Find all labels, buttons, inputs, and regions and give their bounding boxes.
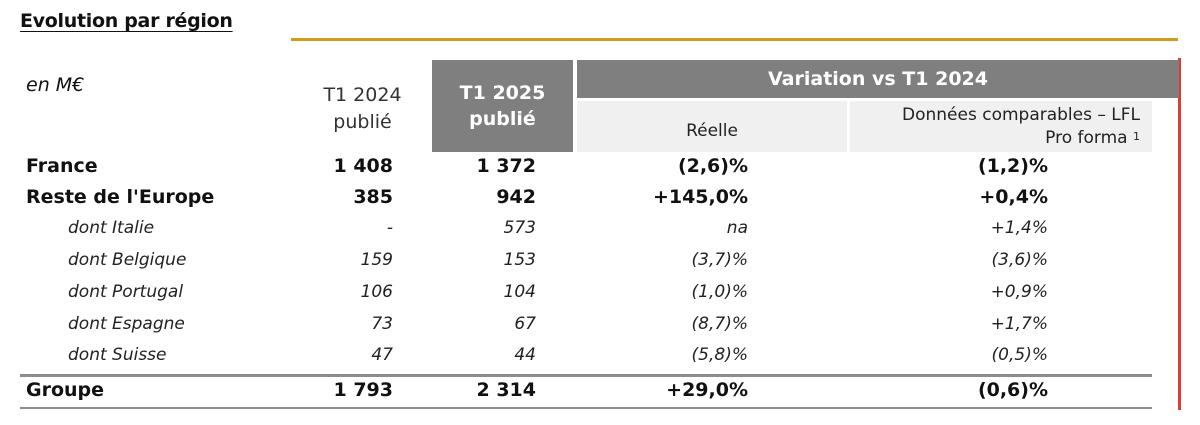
- cell-lfl: +0,9%: [990, 282, 1048, 302]
- cell-t1-2024: 73: [371, 314, 393, 334]
- total-rule-bottom: [20, 407, 1152, 409]
- cell-t1-2024: -: [386, 218, 393, 238]
- header-reelle: Réelle: [577, 101, 847, 152]
- header-lfl-line1: Données comparables – LFL: [902, 105, 1140, 125]
- header-t1-2025-line1: T1 2025: [459, 82, 546, 104]
- table-row: dont Portugal 106 104 (1,0)% +0,9%: [0, 282, 1200, 313]
- footnote-marker: 1: [1133, 130, 1140, 143]
- header-t1-2024: T1 2024 publié: [290, 82, 435, 136]
- table-row: Reste de l'Europe 385 942 +145,0% +0,4%: [0, 186, 1200, 217]
- table-row: dont Belgique 159 153 (3,7)% (3,6)%: [0, 250, 1200, 281]
- cell-t1-2024: 159: [360, 250, 393, 270]
- header-t1-2024-line1: T1 2024: [323, 84, 402, 106]
- row-name: dont Belgique: [68, 250, 187, 270]
- header-t1-2025-line2: publié: [469, 108, 536, 130]
- total-rule-top: [20, 374, 1152, 377]
- cell-reelle: (2,6)%: [677, 155, 748, 177]
- header-reelle-label: Réelle: [686, 120, 738, 141]
- row-name: dont Portugal: [68, 282, 184, 302]
- cell-t1-2024: 47: [371, 345, 393, 365]
- cell-lfl: (0,5)%: [991, 345, 1048, 365]
- header-lfl: Données comparables – LFL Pro forma 1: [850, 101, 1152, 152]
- page-title: Evolution par région: [20, 10, 233, 32]
- row-name: dont Espagne: [68, 314, 185, 334]
- cell-lfl: (3,6)%: [991, 250, 1048, 270]
- cell-t1-2025: 1 372: [476, 155, 537, 177]
- cell-t1-2024: 1 793: [333, 379, 394, 401]
- cell-reelle: +145,0%: [652, 186, 748, 208]
- header-lfl-line2-text: Pro forma: [1045, 128, 1128, 148]
- right-accent-bar: [1178, 58, 1181, 410]
- row-name: Groupe: [26, 379, 105, 401]
- cell-t1-2025: 44: [514, 345, 536, 365]
- cell-lfl: +1,4%: [990, 218, 1048, 238]
- row-name: dont Suisse: [68, 345, 167, 365]
- cell-lfl: (1,2)%: [977, 155, 1048, 177]
- table-row: France 1 408 1 372 (2,6)% (1,2)%: [0, 155, 1200, 186]
- cell-t1-2025: 2 314: [476, 379, 537, 401]
- cell-t1-2025: 942: [496, 186, 536, 208]
- cell-t1-2024: 1 408: [333, 155, 394, 177]
- cell-lfl: +0,4%: [979, 186, 1048, 208]
- table-row: dont Espagne 73 67 (8,7)% +1,7%: [0, 314, 1200, 345]
- cell-t1-2025: 573: [503, 218, 536, 238]
- cell-reelle: (8,7)%: [691, 314, 748, 334]
- table-row: Groupe 1 793 2 314 +29,0% (0,6)%: [0, 379, 1200, 410]
- cell-lfl: (0,6)%: [977, 379, 1048, 401]
- cell-reelle: na: [726, 218, 748, 238]
- title-rule: [291, 38, 1178, 41]
- header-t1-2024-line2: publié: [333, 111, 392, 133]
- row-name: dont Italie: [68, 218, 155, 238]
- unit-label: en M€: [26, 74, 85, 96]
- cell-t1-2025: 153: [503, 250, 536, 270]
- row-name: France: [26, 155, 98, 177]
- cell-reelle: (5,8)%: [691, 345, 748, 365]
- cell-t1-2024: 106: [360, 282, 393, 302]
- table-row: dont Suisse 47 44 (5,8)% (0,5)%: [0, 345, 1200, 376]
- cell-t1-2025: 67: [514, 314, 536, 334]
- cell-t1-2024: 385: [353, 186, 393, 208]
- table-row: dont Italie - 573 na +1,4%: [0, 218, 1200, 249]
- header-variation: Variation vs T1 2024: [577, 60, 1179, 98]
- cell-t1-2025: 104: [503, 282, 536, 302]
- cell-reelle: (1,0)%: [691, 282, 748, 302]
- cell-lfl: +1,7%: [990, 314, 1048, 334]
- header-t1-2025: T1 2025 publié: [432, 60, 573, 152]
- header-lfl-line2: Pro forma 1: [850, 127, 1140, 150]
- cell-reelle: (3,7)%: [691, 250, 748, 270]
- row-name: Reste de l'Europe: [26, 186, 215, 208]
- cell-reelle: +29,0%: [666, 379, 748, 401]
